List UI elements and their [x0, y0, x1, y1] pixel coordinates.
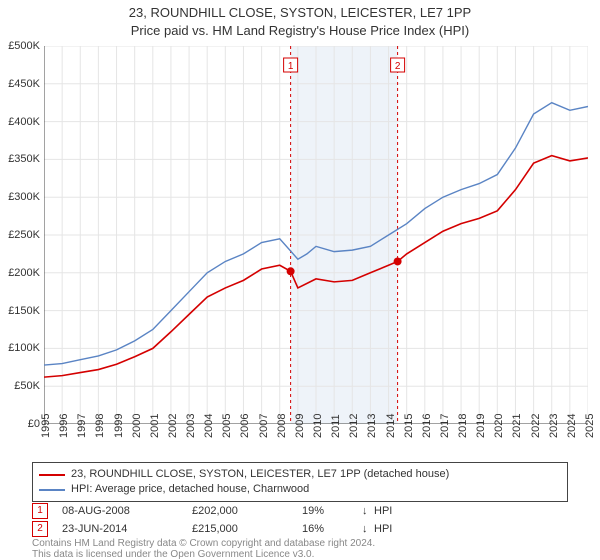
marker-box-label: 1	[288, 61, 294, 72]
marker-dot	[394, 257, 402, 265]
legend-row: 23, ROUNDHILL CLOSE, SYSTON, LEICESTER, …	[39, 467, 561, 482]
x-tick-label: 2006	[239, 414, 251, 438]
x-tick-label: 2003	[185, 414, 197, 438]
marker-dot	[287, 267, 295, 275]
y-tick-label: £250K	[8, 229, 40, 241]
x-tick-label: 2019	[475, 414, 487, 438]
y-tick-label: £500K	[8, 40, 40, 52]
legend: 23, ROUNDHILL CLOSE, SYSTON, LEICESTER, …	[32, 462, 568, 502]
transaction-pct: 19%	[302, 505, 362, 517]
legend-row: HPI: Average price, detached house, Char…	[39, 482, 561, 497]
x-tick-label: 2008	[276, 414, 288, 438]
legend-label: 23, ROUNDHILL CLOSE, SYSTON, LEICESTER, …	[71, 467, 449, 482]
x-tick-label: 2009	[294, 414, 306, 438]
transaction-row: 2 23-JUN-2014£215,00016%↓HPI	[32, 520, 568, 538]
transaction-price: £202,000	[192, 505, 302, 517]
y-tick-label: £0	[28, 418, 40, 430]
x-tick-label: 2018	[457, 414, 469, 438]
y-tick-label: £300K	[8, 191, 40, 203]
x-tick-label: 1998	[94, 414, 106, 438]
title-block: 23, ROUNDHILL CLOSE, SYSTON, LEICESTER, …	[0, 0, 600, 40]
legend-label: HPI: Average price, detached house, Char…	[71, 482, 309, 497]
x-tick-label: 1995	[40, 414, 52, 438]
transaction-date: 08-AUG-2008	[62, 505, 192, 517]
y-tick-label: £350K	[8, 153, 40, 165]
x-tick-label: 2015	[403, 414, 415, 438]
transaction-suffix: HPI	[374, 505, 414, 517]
x-tick-label: 1999	[113, 414, 125, 438]
y-tick-label: £100K	[8, 342, 40, 354]
down-arrow-icon: ↓	[362, 505, 374, 517]
footer: Contains HM Land Registry data © Crown c…	[32, 538, 375, 560]
footer-line-1: Contains HM Land Registry data © Crown c…	[32, 538, 375, 549]
transaction-marker: 1	[32, 503, 48, 519]
legend-swatch	[39, 474, 65, 476]
y-axis-labels: £0£50K£100K£150K£200K£250K£300K£350K£400…	[0, 46, 42, 424]
x-axis-labels: 1995199619971998199920002001200220032004…	[44, 426, 588, 466]
chart-svg: 12	[44, 46, 588, 424]
y-tick-label: £150K	[8, 305, 40, 317]
transaction-table: 1 08-AUG-2008£202,00019%↓HPI 2 23-JUN-2014£…	[32, 502, 568, 538]
chart-area: 12	[44, 46, 588, 424]
y-tick-label: £450K	[8, 78, 40, 90]
title-line-2: Price paid vs. HM Land Registry's House …	[0, 22, 600, 40]
x-tick-label: 2010	[312, 414, 324, 438]
x-tick-label: 2024	[566, 414, 578, 438]
transaction-price: £215,000	[192, 523, 302, 535]
y-tick-label: £200K	[8, 267, 40, 279]
x-tick-label: 2007	[258, 414, 270, 438]
title-line-1: 23, ROUNDHILL CLOSE, SYSTON, LEICESTER, …	[0, 4, 600, 22]
legend-swatch	[39, 489, 65, 491]
x-tick-label: 2020	[493, 414, 505, 438]
footer-line-2: This data is licensed under the Open Gov…	[32, 549, 375, 560]
x-tick-label: 2023	[548, 414, 560, 438]
x-tick-label: 2014	[385, 414, 397, 438]
x-tick-label: 2016	[421, 414, 433, 438]
marker-box-label: 2	[395, 61, 401, 72]
x-tick-label: 2022	[530, 414, 542, 438]
x-tick-label: 2025	[584, 414, 596, 438]
transaction-pct: 16%	[302, 523, 362, 535]
transaction-row: 1 08-AUG-2008£202,00019%↓HPI	[32, 502, 568, 520]
x-tick-label: 1996	[58, 414, 70, 438]
y-tick-label: £50K	[14, 380, 40, 392]
transaction-suffix: HPI	[374, 523, 414, 535]
x-tick-label: 2004	[203, 414, 215, 438]
x-tick-label: 2002	[167, 414, 179, 438]
x-tick-label: 2011	[330, 414, 342, 438]
transaction-marker: 2	[32, 521, 48, 537]
y-tick-label: £400K	[8, 116, 40, 128]
down-arrow-icon: ↓	[362, 523, 374, 535]
x-tick-label: 2000	[131, 414, 143, 438]
x-tick-label: 2017	[439, 414, 451, 438]
x-tick-label: 1997	[76, 414, 88, 438]
x-tick-label: 2001	[149, 414, 161, 438]
x-tick-label: 2013	[366, 414, 378, 438]
x-tick-label: 2005	[221, 414, 233, 438]
transaction-date: 23-JUN-2014	[62, 523, 192, 535]
x-tick-label: 2021	[511, 414, 523, 438]
chart-container: 23, ROUNDHILL CLOSE, SYSTON, LEICESTER, …	[0, 0, 600, 560]
x-tick-label: 2012	[348, 414, 360, 438]
